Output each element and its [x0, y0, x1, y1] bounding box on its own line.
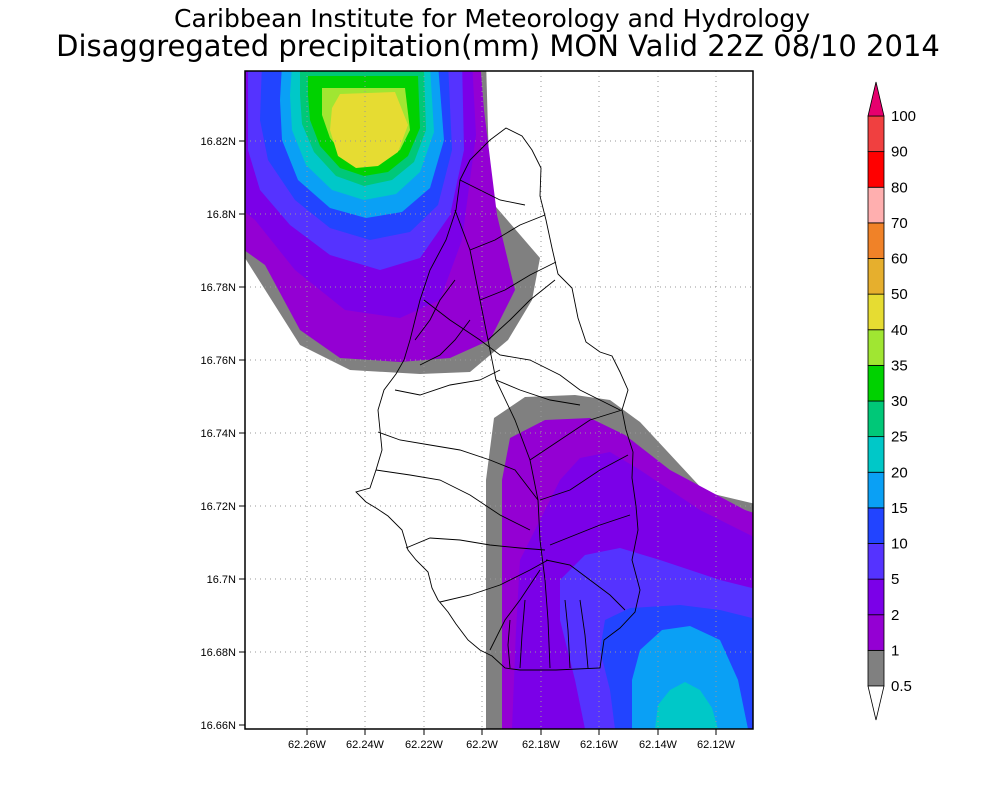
colorbar-segment	[867, 293, 885, 331]
colorbar-label: 100	[891, 108, 916, 125]
lon-tick-label: 62.12W	[697, 739, 736, 751]
lon-tick-label: 62.16W	[580, 739, 619, 751]
colorbar-segment	[867, 400, 885, 438]
lat-tick-labels: 16.82N 16.8N 16.78N 16.76N 16.74N 16.72N…	[201, 136, 237, 732]
colorbar-label: 35	[891, 357, 908, 374]
colorbar-label: 50	[891, 286, 908, 303]
colorbar-label: 0.5	[891, 678, 912, 695]
lon-tick-label: 62.18W	[522, 739, 561, 751]
figure-subtitle: Disaggregated precipitation(mm) MON Vali…	[56, 29, 940, 63]
colorbar-segment	[867, 649, 885, 687]
colorbar-segment	[867, 614, 885, 651]
colorbar-segment	[867, 471, 885, 509]
colorbar-label: 60	[891, 251, 908, 268]
colorbar-label: 30	[891, 393, 908, 410]
lon-tick-label: 62.24W	[346, 739, 385, 751]
map-frame	[244, 70, 754, 730]
lon-tick-label: 62.26W	[288, 739, 327, 751]
lat-tick-label: 16.78N	[201, 282, 237, 294]
colorbar-label: 25	[891, 429, 908, 446]
colorbar-segment	[867, 329, 885, 366]
colorbar-segment	[867, 436, 885, 473]
lat-tick-label: 16.7N	[207, 574, 236, 586]
colorbar-segment	[867, 151, 885, 188]
precipitation-field	[245, 71, 753, 729]
nw-precip-cell	[245, 71, 540, 374]
colorbar-label: 40	[891, 322, 908, 339]
se-precip-cell	[486, 395, 753, 729]
colorbar-segment	[867, 507, 885, 544]
figure-title: Caribbean Institute for Meteorology and …	[174, 4, 810, 33]
island-outline	[355, 127, 641, 671]
lon-tick-label: 62.22W	[405, 739, 444, 751]
lat-tick-label: 16.72N	[201, 501, 237, 513]
colorbar-label: 15	[891, 500, 908, 517]
lon-tick-labels: 62.26W 62.24W 62.22W 62.2W 62.18W 62.16W…	[288, 739, 736, 751]
colorbar-label: 10	[891, 536, 908, 553]
lat-tick-label: 16.74N	[201, 428, 237, 440]
colorbar-label: 80	[891, 179, 908, 196]
lat-tick-marks	[239, 140, 245, 726]
lat-tick-label: 16.82N	[201, 136, 237, 148]
colorbar-label: 90	[891, 144, 908, 161]
colorbar-top-arrow	[867, 81, 885, 117]
colorbar-segment	[867, 222, 885, 259]
lat-tick-label: 16.8N	[207, 209, 236, 221]
colorbar-label: 5	[891, 571, 899, 588]
lon-tick-label: 62.2W	[466, 739, 498, 751]
colorbar-label: 70	[891, 215, 908, 232]
colorbar-label: 1	[891, 642, 899, 659]
colorbar-bottom-arrow	[867, 685, 885, 721]
colorbar-segment	[867, 186, 885, 224]
colorbar-label: 20	[891, 464, 908, 481]
lon-tick-marks	[306, 729, 717, 735]
colorbar-segment	[867, 258, 885, 295]
colorbar-label: 2	[891, 607, 899, 624]
lat-tick-label: 16.68N	[201, 647, 237, 659]
colorbar-segment	[867, 364, 885, 402]
colorbar-segment	[867, 578, 885, 616]
colorbar-segment	[867, 543, 885, 580]
colorbar-segment	[867, 115, 885, 153]
lon-tick-label: 62.14W	[639, 739, 678, 751]
lat-tick-label: 16.76N	[201, 355, 237, 367]
lat-tick-label: 16.66N	[201, 720, 237, 732]
